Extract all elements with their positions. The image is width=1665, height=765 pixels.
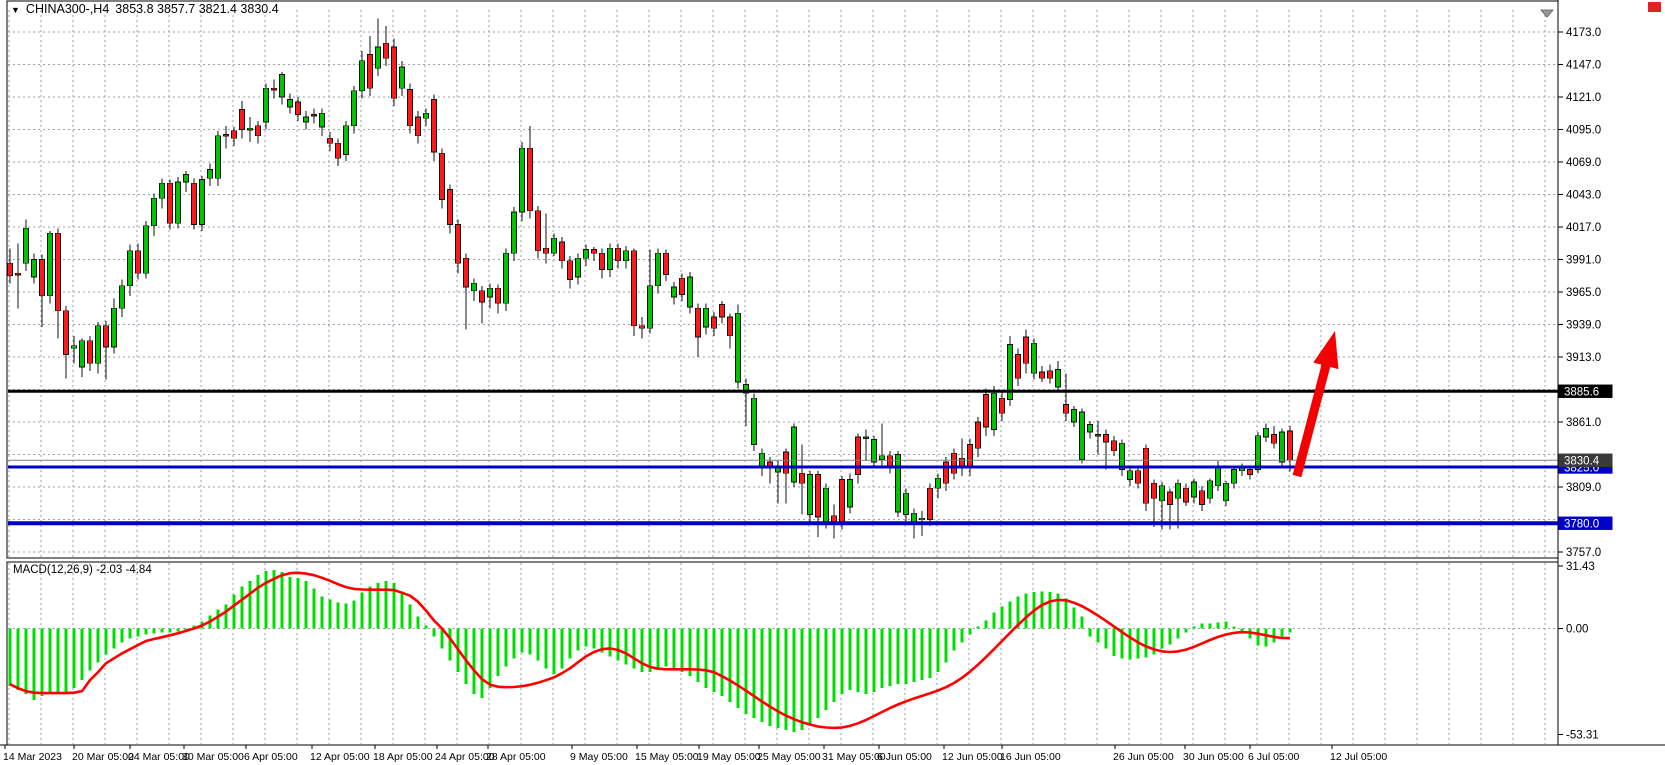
panel-borders [0, 0, 1665, 746]
svg-text:12 Jun 05:00: 12 Jun 05:00 [942, 751, 1003, 763]
svg-text:30 Jun 05:00: 30 Jun 05:00 [1183, 751, 1244, 763]
svg-text:3861.0: 3861.0 [1566, 417, 1601, 429]
svg-text:4069.0: 4069.0 [1566, 157, 1601, 169]
svg-text:6 Jul 05:00: 6 Jul 05:00 [1248, 751, 1300, 763]
svg-text:31.43: 31.43 [1566, 561, 1595, 573]
svg-text:3965.0: 3965.0 [1566, 287, 1601, 299]
svg-text:3809.0: 3809.0 [1566, 482, 1601, 494]
price-axis: 4173.0 4147.0 4121.0 4095.0 4069.0 4043.0 4017… [1558, 27, 1601, 559]
svg-text:26 Jun 05:00: 26 Jun 05:00 [1113, 751, 1174, 763]
svg-text:4095.0: 4095.0 [1566, 125, 1601, 137]
price-tag-current: 3830.4 [1558, 453, 1613, 468]
svg-text:24 Mar 05:00: 24 Mar 05:00 [128, 751, 190, 763]
svg-text:3885.6: 3885.6 [1564, 387, 1599, 399]
svg-text:4173.0: 4173.0 [1566, 27, 1601, 39]
svg-text:4043.0: 4043.0 [1566, 190, 1601, 202]
price-tag-3885.6: 3885.6 [1558, 384, 1613, 399]
svg-text:24 Apr 05:00: 24 Apr 05:00 [435, 751, 495, 763]
candles [7, 18, 1293, 539]
chart-title: ▼ CHINA300-,H4 3853.8 3857.7 3821.4 3830… [11, 2, 279, 16]
svg-text:3830.4: 3830.4 [1564, 456, 1600, 468]
svg-text:18 Apr 05:00: 18 Apr 05:00 [373, 751, 433, 763]
svg-text:31 May 05:00: 31 May 05:00 [822, 751, 886, 763]
svg-text:6 Jun 05:00: 6 Jun 05:00 [877, 751, 932, 763]
symbol-timeframe-label: CHINA300-,H4 [25, 2, 110, 16]
svg-text:3913.0: 3913.0 [1566, 352, 1601, 364]
svg-text:0.00: 0.00 [1566, 624, 1588, 636]
ohlc-values: 3853.8 3857.7 3821.4 3830.4 [115, 2, 279, 16]
svg-text:4017.0: 4017.0 [1566, 222, 1601, 234]
svg-text:3939.0: 3939.0 [1566, 320, 1601, 332]
macd-values: -2.03 -4.84 [96, 564, 152, 576]
svg-text:3780.0: 3780.0 [1564, 519, 1599, 531]
svg-text:12 Apr 05:00: 12 Apr 05:00 [310, 751, 370, 763]
macd-axis: 31.43 0.00 -53.31 [1558, 561, 1599, 742]
svg-text:-53.31: -53.31 [1566, 730, 1599, 742]
svg-text:3757.0: 3757.0 [1566, 547, 1601, 559]
svg-text:3991.0: 3991.0 [1566, 255, 1601, 267]
svg-text:16 Jun 05:00: 16 Jun 05:00 [1000, 751, 1061, 763]
symbol-dropdown-icon[interactable]: ▼ [11, 4, 20, 15]
svg-text:30 Mar 05:00: 30 Mar 05:00 [182, 751, 244, 763]
macd-signal-line [9, 571, 1291, 730]
svg-text:6 Apr 05:00: 6 Apr 05:00 [244, 751, 298, 763]
trend-arrow[interactable] [1292, 331, 1339, 478]
chart-shift-marker-icon[interactable] [1540, 9, 1554, 18]
svg-text:12 Jul 05:00: 12 Jul 05:00 [1330, 751, 1387, 763]
svg-text:28 Apr 05:00: 28 Apr 05:00 [486, 751, 546, 763]
svg-text:4147.0: 4147.0 [1566, 60, 1601, 72]
svg-text:20 Mar 05:00: 20 Mar 05:00 [72, 751, 134, 763]
svg-text:14 Mar 2023: 14 Mar 2023 [3, 751, 62, 763]
svg-text:9 May 05:00: 9 May 05:00 [570, 751, 628, 763]
price-tag-3780.0: 3780.0 [1558, 516, 1613, 531]
macd-indicator-label: MACD(12,26,9) -2.03 -4.84 [13, 564, 152, 576]
svg-text:25 May 05:00: 25 May 05:00 [757, 751, 821, 763]
svg-text:15 May 05:00: 15 May 05:00 [635, 751, 699, 763]
svg-text:19 May 05:00: 19 May 05:00 [697, 751, 761, 763]
macd-name: MACD(12,26,9) [13, 564, 93, 576]
window-corner-marker [1648, 2, 1661, 12]
svg-text:4121.0: 4121.0 [1566, 92, 1601, 104]
